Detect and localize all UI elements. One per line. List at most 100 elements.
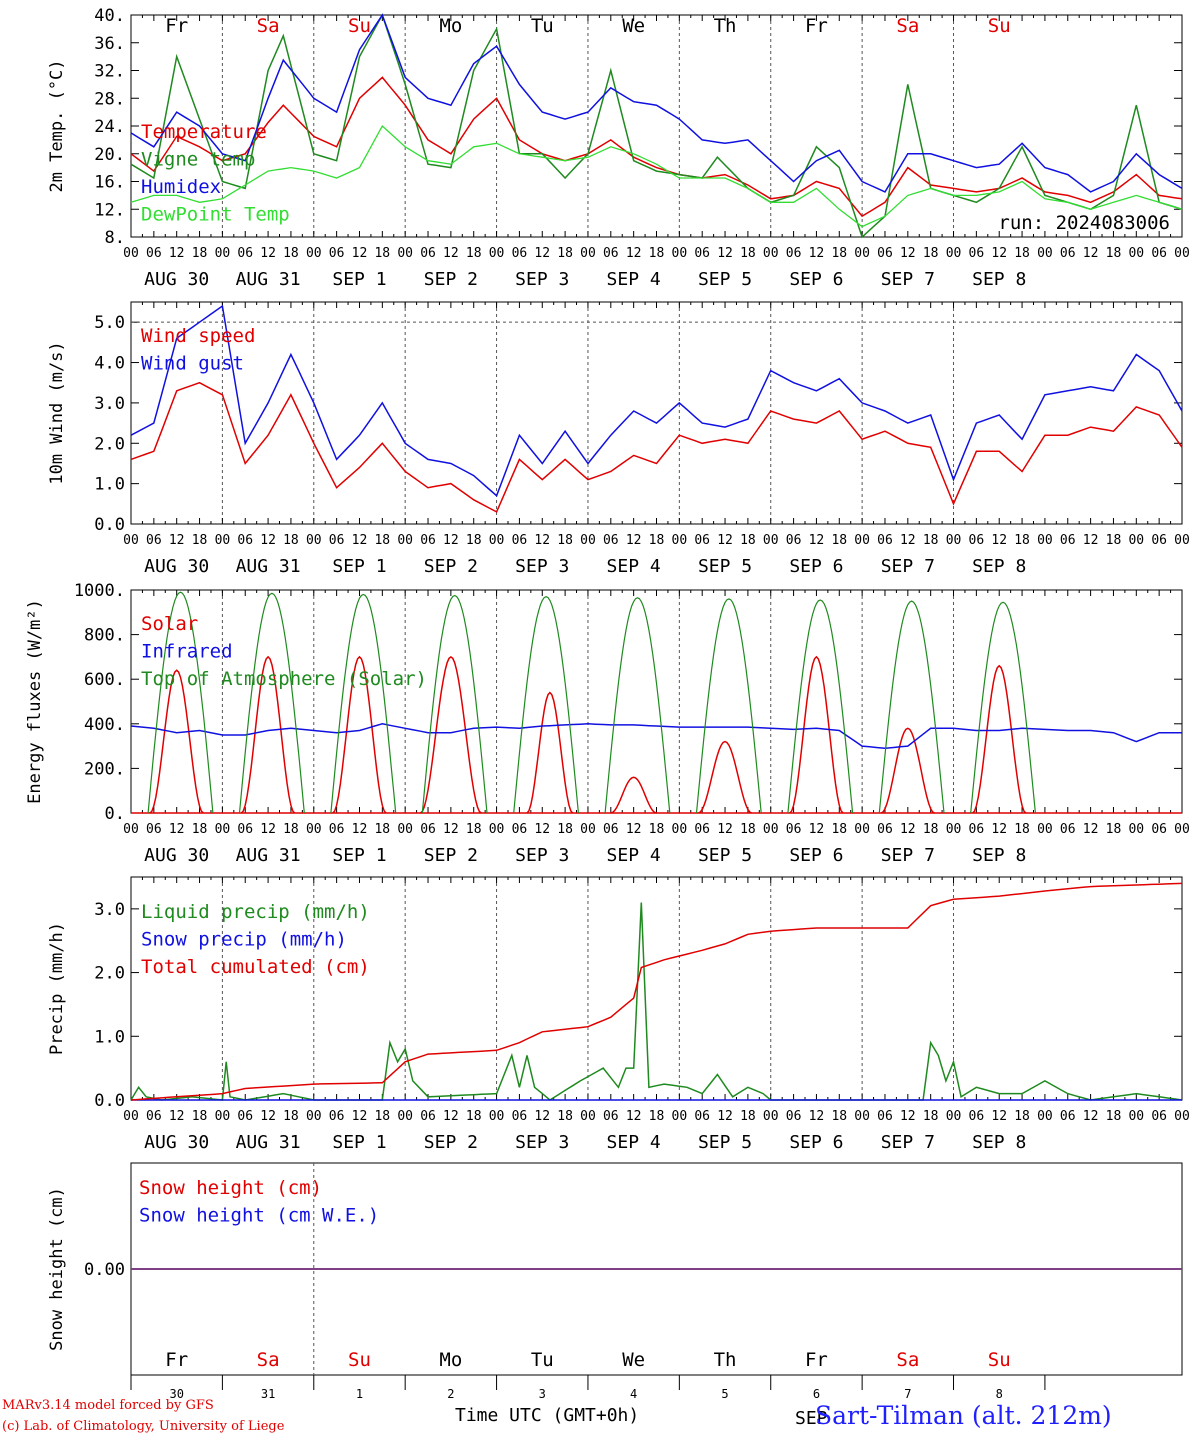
hour-tick-label: 06 — [603, 1109, 619, 1124]
hour-tick-label: 18 — [374, 822, 390, 837]
hour-tick-label: 06 — [329, 533, 345, 548]
day-label: SEP 5 — [698, 845, 752, 866]
hour-tick-label: 00 — [489, 822, 505, 837]
day-label: SEP 7 — [881, 269, 935, 290]
hour-tick-label: 00 — [763, 533, 779, 548]
day-label: AUG 31 — [236, 269, 301, 290]
day-label: SEP 4 — [607, 556, 661, 577]
series-line — [130, 124, 1183, 228]
legend-entry: Snow height (cm W.E.) — [139, 1205, 379, 1227]
hour-tick-label: 12 — [900, 1109, 916, 1124]
weekday-label: Sa — [257, 1349, 280, 1371]
hour-tick-label: 12 — [626, 1109, 642, 1124]
day-label: SEP 7 — [881, 1132, 935, 1153]
hour-tick-label: 00 — [854, 822, 870, 837]
hour-tick-label: 06 — [1151, 246, 1167, 261]
hour-tick-label: 18 — [374, 533, 390, 548]
hour-tick-label: 12 — [626, 246, 642, 261]
hour-tick-label: 12 — [626, 533, 642, 548]
y-tick-label: 200. — [84, 759, 125, 779]
hour-tick-label: 18 — [649, 533, 665, 548]
y-tick-label: 36. — [94, 34, 125, 54]
hour-tick-label: 00 — [215, 246, 231, 261]
hour-tick-label: 00 — [1128, 533, 1144, 548]
hour-tick-label: 00 — [1128, 246, 1144, 261]
hour-tick-label: 00 — [1037, 822, 1053, 837]
hour-tick-label: 06 — [969, 246, 985, 261]
hour-tick-label: 18 — [1106, 822, 1122, 837]
hour-tick-label: 06 — [877, 822, 893, 837]
day-label: SEP 1 — [332, 1132, 386, 1153]
day-label: SEP 8 — [972, 1132, 1026, 1153]
y-tick-label: 2.0 — [94, 964, 125, 984]
hour-tick-label: 06 — [1151, 1109, 1167, 1124]
series-line — [130, 381, 1183, 513]
hour-tick-label: 18 — [923, 1109, 939, 1124]
y-tick-label: 0. — [105, 804, 125, 824]
hour-tick-label: 12 — [1083, 533, 1099, 548]
weekday-label: Fr — [165, 1349, 188, 1371]
hour-tick-label: 00 — [946, 246, 962, 261]
hour-tick-label: 06 — [146, 533, 162, 548]
day-label: SEP 2 — [424, 1132, 478, 1153]
y-axis-label: Energy fluxes (W/m²) — [25, 599, 45, 804]
hour-tick-label: 00 — [580, 246, 596, 261]
day-number: 8 — [996, 1387, 1003, 1401]
hour-tick-label: 12 — [809, 246, 825, 261]
y-tick-label: 5.0 — [94, 313, 125, 333]
legend-entry: DewPoint Temp — [141, 204, 290, 226]
hour-tick-label: 06 — [420, 533, 436, 548]
hour-tick-label: 06 — [1151, 822, 1167, 837]
hour-tick-label: 00 — [946, 1109, 962, 1124]
hour-tick-label: 12 — [626, 822, 642, 837]
hour-tick-label: 12 — [991, 533, 1007, 548]
hour-tick-label: 00 — [672, 822, 688, 837]
y-tick-label: 4.0 — [94, 354, 125, 374]
legend-entry: Temperature — [141, 121, 267, 143]
legend-entry: Liquid precip (mm/h) — [141, 901, 370, 923]
hour-tick-label: 18 — [1014, 533, 1030, 548]
weekday-label: We — [622, 15, 645, 37]
hour-tick-label: 06 — [1151, 533, 1167, 548]
hour-tick-label: 18 — [192, 1109, 208, 1124]
hour-tick-label: 00 — [854, 246, 870, 261]
hour-tick-label: 12 — [717, 822, 733, 837]
weekday-label: Th — [714, 1349, 737, 1371]
hour-tick-label: 18 — [649, 822, 665, 837]
hour-tick-label: 18 — [557, 1109, 573, 1124]
hour-tick-label: 18 — [923, 822, 939, 837]
hour-tick-label: 12 — [991, 822, 1007, 837]
hour-tick-label: 00 — [854, 533, 870, 548]
y-tick-label: 0.0 — [94, 515, 125, 535]
hour-tick-label: 18 — [831, 246, 847, 261]
hour-tick-label: 18 — [1014, 1109, 1030, 1124]
day-label: SEP 5 — [698, 556, 752, 577]
weekday-label: Sa — [896, 1349, 919, 1371]
weekday-label: Su — [348, 1349, 371, 1371]
y-tick-label: 0.0 — [94, 1091, 125, 1111]
day-label: SEP 3 — [515, 1132, 569, 1153]
day-label: SEP 1 — [332, 269, 386, 290]
day-label: SEP 1 — [332, 556, 386, 577]
day-label: SEP 5 — [698, 269, 752, 290]
weekday-label: Tu — [531, 1349, 554, 1371]
hour-tick-label: 06 — [420, 822, 436, 837]
hour-tick-label: 12 — [169, 1109, 185, 1124]
legend-entry: Wind gust — [141, 353, 244, 375]
hour-tick-label: 12 — [352, 822, 368, 837]
hour-tick-label: 12 — [809, 1109, 825, 1124]
hour-tick-label: 18 — [740, 1109, 756, 1124]
hour-tick-label: 00 — [397, 246, 413, 261]
weekday-label: We — [622, 1349, 645, 1371]
series-line — [130, 13, 1183, 193]
hour-tick-label: 18 — [557, 246, 573, 261]
y-tick-label: 28. — [94, 89, 125, 109]
day-label: SEP 1 — [332, 845, 386, 866]
day-number: 4 — [630, 1387, 637, 1401]
hour-tick-label: 18 — [466, 246, 482, 261]
weekday-label: Su — [988, 1349, 1011, 1371]
hour-tick-label: 06 — [237, 822, 253, 837]
hour-tick-label: 00 — [763, 246, 779, 261]
hour-tick-label: 06 — [1060, 246, 1076, 261]
hour-tick-label: 18 — [1106, 533, 1122, 548]
